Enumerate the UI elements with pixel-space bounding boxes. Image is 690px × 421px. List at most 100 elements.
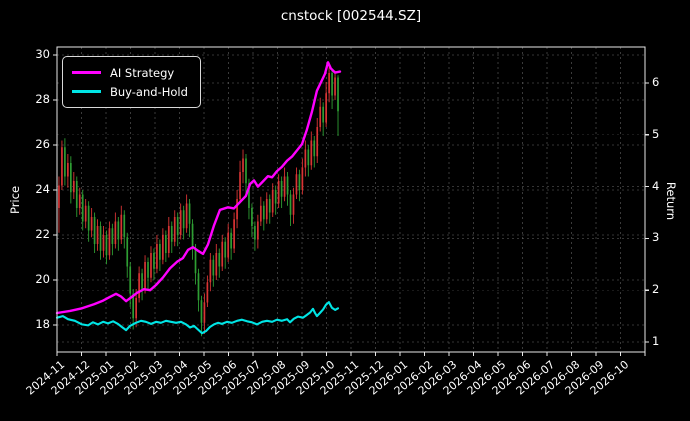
return-tick-label: 1 xyxy=(652,334,660,348)
candle-body-up xyxy=(242,158,244,172)
candle-body-up xyxy=(120,214,123,240)
candle-body-up xyxy=(334,77,336,96)
candle-body-down xyxy=(117,221,120,240)
price-tick-label: 24 xyxy=(35,182,50,196)
candle-body-down xyxy=(126,237,129,267)
candle-body-up xyxy=(135,298,137,319)
candle-body-up xyxy=(162,235,164,260)
buy-and-hold-line xyxy=(55,301,340,335)
candle-body-down xyxy=(69,163,72,193)
candle-body-down xyxy=(188,203,191,224)
candle-body-up xyxy=(67,163,69,177)
candle-body-up xyxy=(319,106,322,127)
candle-body-down xyxy=(280,181,283,197)
candle-body-down xyxy=(251,208,253,226)
candle-body-down xyxy=(212,259,215,276)
candle-body-down xyxy=(313,140,316,157)
candle-body-up xyxy=(102,235,105,251)
price-tick-label: 22 xyxy=(35,227,50,241)
candle-body-up xyxy=(206,282,209,303)
candle-body-up xyxy=(179,210,182,235)
price-tick-label: 28 xyxy=(35,92,50,106)
candle-body-up xyxy=(271,190,274,213)
candle-body-up xyxy=(150,253,152,278)
legend-box: AI Strategy Buy-and-Hold xyxy=(62,56,201,108)
candle-body-up xyxy=(310,140,313,166)
candle-body-down xyxy=(123,214,126,238)
candle-body-up xyxy=(325,93,327,123)
candle-body-down xyxy=(129,266,132,294)
price-tick-label: 26 xyxy=(35,137,50,151)
candle-body-up xyxy=(209,259,212,283)
candle-body-down xyxy=(307,149,310,166)
candle-body-up xyxy=(58,185,60,208)
candle-body-up xyxy=(316,127,319,157)
candle-body-up xyxy=(301,167,304,190)
legend-item-ai-strategy: AI Strategy xyxy=(72,63,188,82)
return-tick-label: 5 xyxy=(652,126,660,141)
candle-body-up xyxy=(78,194,81,208)
return-tick-label: 2 xyxy=(652,282,660,297)
candle-body-up xyxy=(167,226,170,253)
ai-strategy-line-swatch xyxy=(72,71,101,74)
candle-body-down xyxy=(93,217,96,244)
candle-body-down xyxy=(218,253,221,267)
return-tick-label: 3 xyxy=(652,230,660,245)
candle-body-up xyxy=(328,73,330,94)
candle-body-down xyxy=(197,273,200,301)
candle-body-down xyxy=(262,205,265,220)
candle-body-down xyxy=(176,217,179,235)
candle-body-down xyxy=(99,226,102,251)
candle-body-down xyxy=(289,194,292,215)
return-tick-label: 6 xyxy=(652,75,660,89)
price-axis-label: Price xyxy=(8,185,22,215)
candle-body-down xyxy=(224,241,227,258)
candle-body-down xyxy=(141,273,143,289)
candle-body-up xyxy=(295,174,298,195)
legend-label: Buy-and-Hold xyxy=(110,84,188,99)
candle-body-down xyxy=(337,77,339,112)
candle-body-up xyxy=(283,176,286,197)
candle-body-down xyxy=(194,248,197,274)
chart-title: cnstock [002544.SZ] xyxy=(280,8,422,24)
candle-body-down xyxy=(75,181,78,208)
candle-body-down xyxy=(105,235,108,256)
candle-body-up xyxy=(259,205,262,222)
candle-body-up xyxy=(304,149,307,168)
candle-body-down xyxy=(170,226,173,242)
return-axis-label: Return xyxy=(664,181,678,221)
candle-body-up xyxy=(108,228,111,256)
candle-body-down xyxy=(87,205,90,231)
price-tick-label: 20 xyxy=(35,272,50,286)
candle-body-down xyxy=(286,176,289,195)
candle-body-up xyxy=(72,181,75,193)
candle-body-down xyxy=(164,235,167,253)
candle-body-up xyxy=(239,172,241,199)
candle-body-up xyxy=(144,262,146,289)
candle-body-down xyxy=(274,190,277,204)
candle-body-down xyxy=(322,106,325,123)
candle-body-up xyxy=(173,217,176,242)
candle-body-down xyxy=(182,210,185,229)
candle-body-down xyxy=(111,228,114,244)
candle-body-up xyxy=(203,302,206,323)
candle-body-up xyxy=(61,147,63,186)
candle-body-up xyxy=(215,253,218,276)
candle-body-down xyxy=(298,174,301,190)
candle-body-down xyxy=(64,147,66,177)
candle-body-down xyxy=(132,293,135,319)
candle-body-down xyxy=(200,300,203,323)
candle-body-up xyxy=(221,241,224,267)
candle-body-up xyxy=(277,181,280,204)
candle-body-down xyxy=(254,226,256,240)
return-tick-label: 4 xyxy=(652,178,660,193)
candle-body-down xyxy=(331,73,333,96)
candle-body-up xyxy=(233,219,235,249)
candle-body-down xyxy=(81,194,84,222)
candle-body-up xyxy=(265,199,268,220)
buy-and-hold-line-swatch xyxy=(72,90,101,93)
candle-body-down xyxy=(159,244,161,260)
legend-item-buy-and-hold: Buy-and-Hold xyxy=(72,82,188,101)
